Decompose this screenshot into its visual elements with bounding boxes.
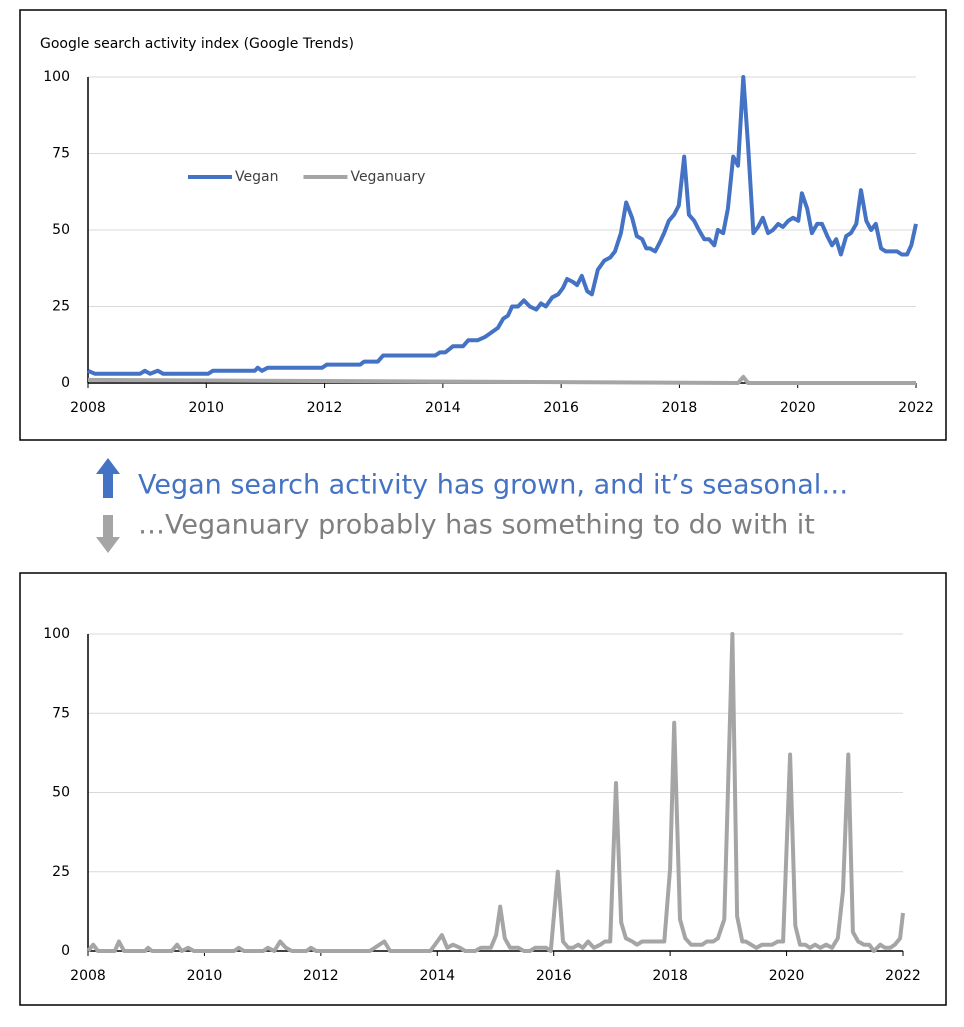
x-tick-label: 2010: [187, 968, 223, 984]
x-tick-label: 2020: [769, 968, 805, 984]
x-tick-label: 2016: [536, 968, 572, 984]
up-arrow: [96, 458, 120, 498]
chart-title: Google search activity index (Google Tre…: [40, 36, 354, 52]
y-tick-label: 0: [61, 375, 70, 391]
y-tick-label: 50: [52, 222, 70, 238]
y-tick-label: 100: [43, 69, 70, 85]
series-line: [86, 632, 905, 953]
bottom-frame: [19, 572, 947, 1006]
x-tick-label: 2008: [70, 968, 106, 984]
x-tick-label: 2008: [70, 400, 106, 416]
y-tick-label: 25: [52, 864, 70, 880]
x-tick-label: 2014: [425, 400, 461, 416]
x-tick-label: 2020: [780, 400, 816, 416]
series-line: [87, 374, 916, 385]
top-frame: [19, 9, 947, 441]
y-tick-label: 75: [52, 146, 70, 162]
x-tick-label: 2010: [188, 400, 224, 416]
x-tick-label: 2014: [419, 968, 455, 984]
x-tick-label: 2012: [303, 968, 339, 984]
y-tick-label: 75: [52, 705, 70, 721]
series-line: [87, 75, 918, 376]
x-tick-label: 2022: [885, 968, 921, 984]
x-tick-label: 2018: [652, 968, 688, 984]
y-tick-label: 25: [52, 299, 70, 315]
y-tick-label: 100: [43, 626, 70, 642]
x-tick-label: 2022: [898, 400, 934, 416]
y-tick-label: 50: [52, 785, 70, 801]
y-tick-label: 0: [61, 943, 70, 959]
x-tick-label: 2012: [307, 400, 343, 416]
x-tick-label: 2018: [662, 400, 698, 416]
x-tick-label: 2016: [543, 400, 579, 416]
down-arrow: [96, 515, 120, 553]
legend-label: Veganuary: [350, 169, 425, 185]
note-vegan: Vegan search activity has grown, and it’…: [138, 470, 848, 501]
note-veganuary: …Veganuary probably has something to do …: [138, 510, 815, 541]
legend-label: Vegan: [235, 169, 278, 185]
